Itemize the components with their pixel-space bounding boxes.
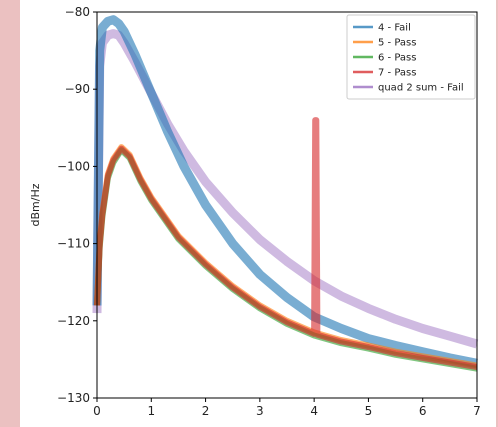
series-line-1 <box>92 15 478 368</box>
x-tick-label: 4 <box>310 404 318 418</box>
x-tick-label: 1 <box>147 404 155 418</box>
x-tick-label: 6 <box>419 404 427 418</box>
legend-label-2: 5 - Pass <box>378 38 416 49</box>
series-line-4 <box>94 117 478 371</box>
legend-label-5: quad 2 sum - Fail <box>378 83 464 94</box>
x-tick-label: 5 <box>365 404 373 418</box>
x-tick-label: 0 <box>93 404 101 418</box>
plot-frame <box>96 11 478 399</box>
psd-chart: 0 1 2 3 4 5 6 7 −80 −90 −100 −110 −120 −130 dBm/Hz 4 - … <box>29 5 481 418</box>
x-tick-label: 3 <box>256 404 264 418</box>
y-tick-label: −120 <box>57 314 90 328</box>
legend-label-3: 6 - Pass <box>378 53 416 64</box>
y-tick-label: −130 <box>57 391 90 405</box>
legend-label-1: 4 - Fail <box>378 23 411 34</box>
y-tick-label: −80 <box>65 5 90 19</box>
series-line-5 <box>92 29 479 349</box>
y-tick-label: −100 <box>57 159 90 173</box>
legend-box <box>346 14 476 100</box>
legend-label-4: 7 - Pass <box>378 68 416 79</box>
x-tick-label: 7 <box>473 404 481 418</box>
y-tick-label: −90 <box>65 82 90 96</box>
y-tick-label: −110 <box>57 237 90 251</box>
chart-frame: 0 1 2 3 4 5 6 7 −80 −90 −100 −110 −120 −130 dBm/Hz 4 - … <box>20 0 496 427</box>
y-axis-label: dBm/Hz <box>29 183 42 226</box>
x-tick-label: 2 <box>202 404 210 418</box>
